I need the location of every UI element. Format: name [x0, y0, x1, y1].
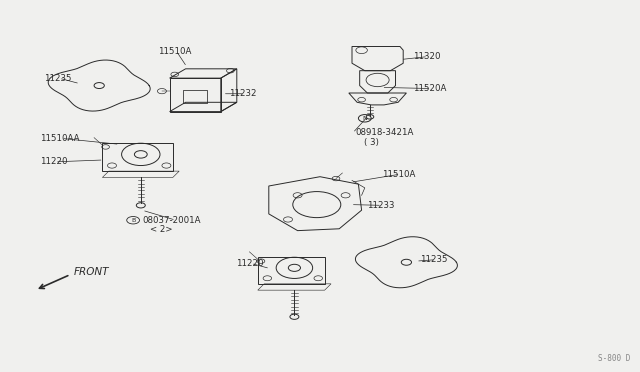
Text: 11235: 11235	[420, 255, 448, 264]
Text: 08037-2001A: 08037-2001A	[142, 216, 200, 225]
Text: 11232: 11232	[229, 89, 257, 98]
Text: 11520A: 11520A	[413, 84, 446, 93]
Text: 08918-3421A: 08918-3421A	[355, 128, 413, 137]
Text: N: N	[362, 116, 367, 121]
Text: 11220: 11220	[236, 259, 263, 268]
Text: B: B	[131, 218, 135, 223]
Text: 11510A: 11510A	[158, 47, 191, 56]
Text: 11510AA: 11510AA	[40, 134, 79, 143]
Text: < 2>: < 2>	[150, 225, 173, 234]
Text: 11320: 11320	[413, 52, 440, 61]
Text: FRONT: FRONT	[74, 267, 109, 277]
Text: 11233: 11233	[367, 201, 394, 210]
Text: ( 3): ( 3)	[364, 138, 378, 147]
Text: 11510A: 11510A	[382, 170, 415, 179]
Text: S-800 D: S-800 D	[598, 354, 630, 363]
Text: 11220: 11220	[40, 157, 67, 166]
Text: 11235: 11235	[44, 74, 71, 83]
